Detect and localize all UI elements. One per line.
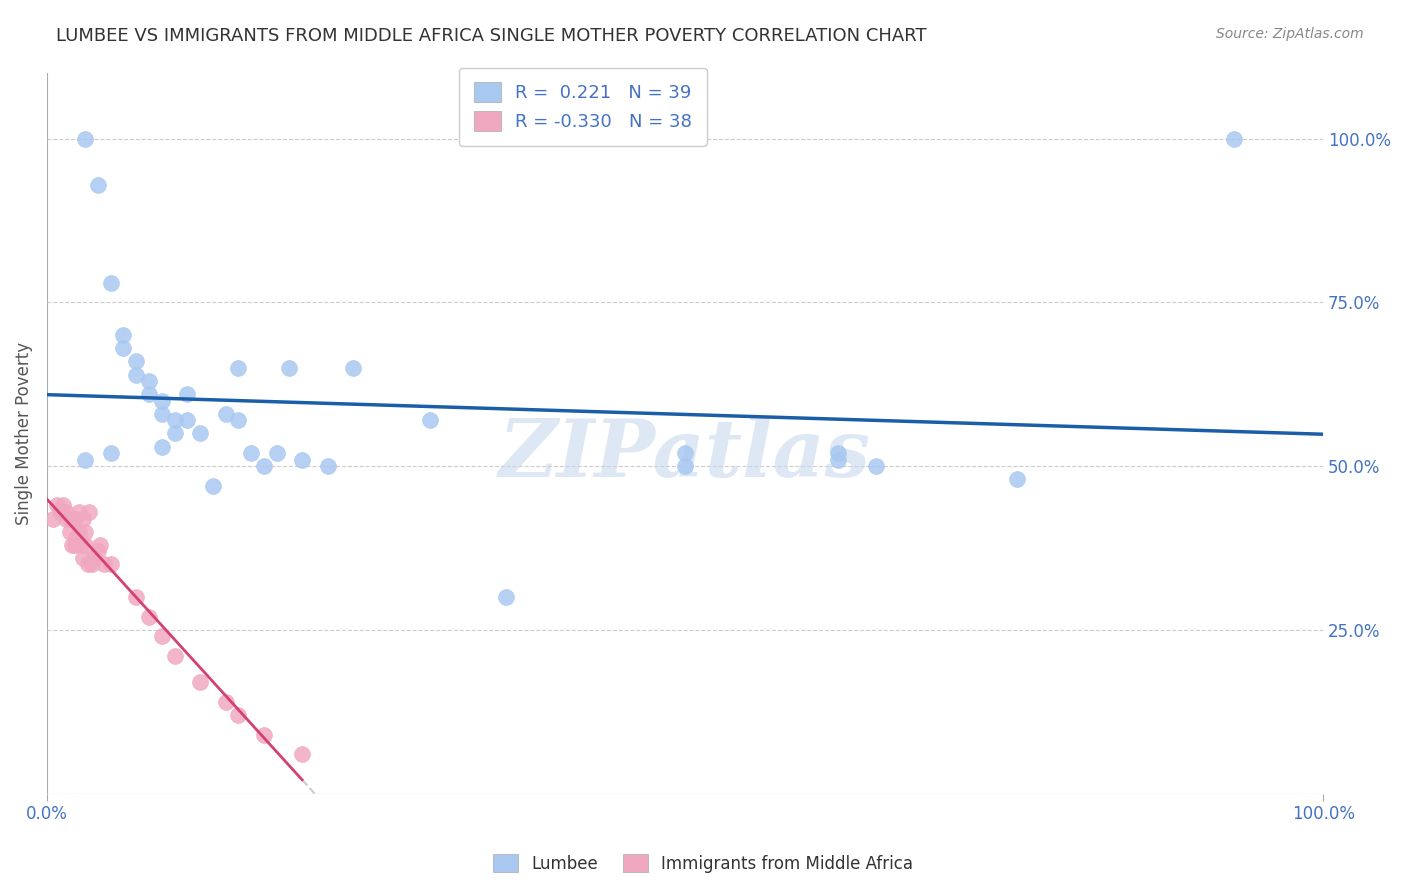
Point — [48, 505, 70, 519]
Point — [1223, 132, 1246, 146]
Point — [46, 499, 69, 513]
Point — [316, 459, 339, 474]
Point — [266, 446, 288, 460]
Point — [89, 538, 111, 552]
Point — [419, 413, 441, 427]
Point — [291, 452, 314, 467]
Point — [1005, 472, 1028, 486]
Point — [228, 361, 250, 376]
Point — [67, 505, 90, 519]
Point — [253, 728, 276, 742]
Point — [52, 499, 75, 513]
Text: LUMBEE VS IMMIGRANTS FROM MIDDLE AFRICA SINGLE MOTHER POVERTY CORRELATION CHART: LUMBEE VS IMMIGRANTS FROM MIDDLE AFRICA … — [56, 27, 927, 45]
Point — [87, 544, 110, 558]
Point — [63, 511, 86, 525]
Text: Source: ZipAtlas.com: Source: ZipAtlas.com — [1216, 27, 1364, 41]
Point — [163, 649, 186, 664]
Point — [87, 178, 110, 192]
Point — [112, 341, 135, 355]
Point — [42, 511, 65, 525]
Point — [75, 132, 97, 146]
Point — [673, 459, 696, 474]
Point — [75, 524, 97, 539]
Point — [150, 630, 173, 644]
Point — [827, 446, 849, 460]
Point — [72, 511, 94, 525]
Point — [253, 459, 276, 474]
Point — [63, 538, 86, 552]
Point — [673, 446, 696, 460]
Point — [138, 610, 160, 624]
Point — [93, 558, 115, 572]
Point — [495, 590, 517, 604]
Point — [125, 590, 148, 604]
Point — [138, 387, 160, 401]
Point — [201, 479, 224, 493]
Y-axis label: Single Mother Poverty: Single Mother Poverty — [15, 342, 32, 525]
Point — [240, 446, 263, 460]
Point — [55, 505, 77, 519]
Point — [72, 550, 94, 565]
Point — [291, 747, 314, 762]
Point — [100, 558, 122, 572]
Point — [59, 511, 82, 525]
Point — [83, 550, 105, 565]
Point — [163, 426, 186, 441]
Point — [62, 511, 84, 525]
Point — [278, 361, 301, 376]
Point — [125, 368, 148, 382]
Point — [55, 511, 77, 525]
Point — [176, 413, 198, 427]
Text: ZIPatlas: ZIPatlas — [499, 417, 872, 494]
Point — [342, 361, 364, 376]
Point — [62, 538, 84, 552]
Point — [188, 675, 211, 690]
Point — [138, 374, 160, 388]
Point — [228, 708, 250, 723]
Point — [228, 413, 250, 427]
Point — [76, 558, 98, 572]
Point — [80, 558, 103, 572]
Point — [75, 452, 97, 467]
Point — [865, 459, 887, 474]
Point — [100, 276, 122, 290]
Point — [65, 531, 87, 545]
Point — [214, 695, 236, 709]
Point — [112, 328, 135, 343]
Point — [51, 505, 73, 519]
Point — [214, 407, 236, 421]
Point — [176, 387, 198, 401]
Point — [150, 393, 173, 408]
Point — [59, 524, 82, 539]
Point — [150, 440, 173, 454]
Point — [77, 505, 100, 519]
Point — [163, 413, 186, 427]
Legend: Lumbee, Immigrants from Middle Africa: Lumbee, Immigrants from Middle Africa — [486, 847, 920, 880]
Point — [70, 538, 93, 552]
Point — [125, 354, 148, 368]
Point — [188, 426, 211, 441]
Point — [100, 446, 122, 460]
Point — [67, 524, 90, 539]
Point — [75, 538, 97, 552]
Legend: R =  0.221   N = 39, R = -0.330   N = 38: R = 0.221 N = 39, R = -0.330 N = 38 — [460, 68, 707, 145]
Point — [827, 452, 849, 467]
Point — [150, 407, 173, 421]
